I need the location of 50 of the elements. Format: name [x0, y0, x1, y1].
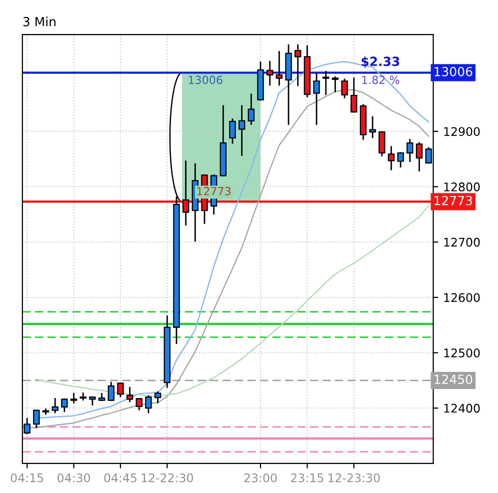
candlestick [229, 118, 236, 144]
candlestick [248, 94, 255, 125]
x-tick-label: 12-23:30 [328, 473, 380, 482]
candlestick [80, 392, 86, 400]
candlestick [416, 142, 423, 172]
candlestick [388, 146, 395, 170]
ref-line-label: 12773 [434, 196, 472, 206]
annotation: 13006 [188, 76, 222, 84]
candlestick [70, 392, 78, 404]
candlestick [266, 60, 274, 86]
x-tick-label: 23:15 [291, 473, 324, 482]
x-tick-label: 23:00 [244, 473, 277, 482]
x-tick-label: 04:30 [58, 473, 90, 482]
candlestick [61, 398, 68, 412]
ref-line-label: 13006 [434, 66, 472, 76]
candlestick [397, 152, 404, 168]
candlestick [52, 398, 58, 414]
y-tick-label: 12400 [444, 404, 480, 413]
annotation: 1.82 % [362, 76, 400, 84]
y-tick-label: 12600 [444, 293, 480, 302]
candlestick [108, 382, 114, 402]
y-tick-label: 12500 [444, 348, 480, 358]
candlestick [341, 78, 348, 98]
chart-title: 3 Min [23, 16, 56, 26]
candlestick [294, 44, 302, 86]
x-tick-label: 12-22:30 [142, 473, 194, 482]
ref-line-label: 12450 [434, 374, 472, 384]
candlestick [276, 50, 283, 86]
y-tick-label: 12700 [444, 238, 480, 247]
candlestick [154, 391, 162, 404]
y-tick-label: 12900 [444, 127, 480, 136]
candlestick [378, 131, 386, 156]
candlestick [238, 105, 246, 156]
candlestick [42, 408, 50, 415]
candlestick [369, 116, 376, 138]
annotation: 12773 [197, 186, 231, 196]
candlestick [145, 395, 152, 414]
candlestick [136, 398, 142, 410]
candlestick [126, 386, 134, 402]
candlestick [117, 382, 124, 398]
candlestick [322, 70, 330, 95]
candlestick [332, 76, 339, 92]
y-tick-label: 12800 [444, 182, 480, 192]
annotation: $2.33 [362, 56, 400, 68]
x-tick-label: 04:15 [10, 473, 44, 482]
candlestick [313, 73, 320, 125]
candlestick [406, 138, 414, 162]
candlestick [350, 78, 358, 113]
x-tick-label: 04:45 [104, 473, 136, 482]
candlestick [33, 410, 40, 428]
